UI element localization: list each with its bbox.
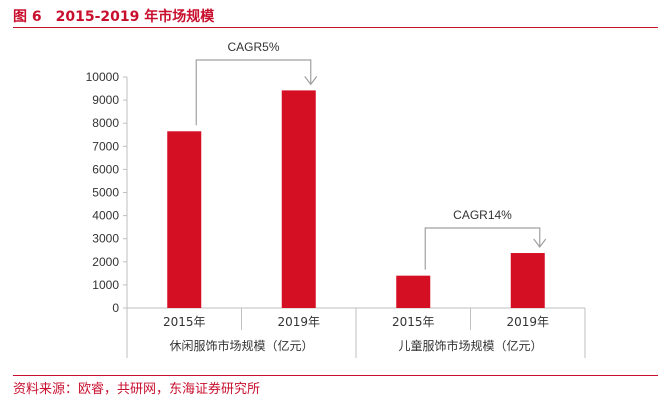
cagr-label: CAGR14% bbox=[453, 208, 512, 222]
source-rule bbox=[13, 375, 658, 376]
x-tick-label: 2019年 bbox=[277, 315, 320, 329]
arrow-head-icon bbox=[304, 76, 318, 86]
y-tick-label: 1000 bbox=[92, 278, 119, 292]
y-tick-label: 0 bbox=[112, 301, 119, 315]
y-tick-label: 5000 bbox=[92, 186, 119, 200]
bar bbox=[510, 253, 545, 308]
group-label: 休闲服饰市场规模（亿元） bbox=[169, 338, 313, 353]
y-tick-label: 9000 bbox=[92, 93, 119, 107]
bar bbox=[396, 275, 431, 308]
bar bbox=[167, 131, 202, 308]
y-tick-label: 10000 bbox=[86, 70, 120, 84]
cagr-bracket bbox=[195, 59, 312, 126]
y-tick-label: 8000 bbox=[92, 116, 119, 130]
cagr-bracket bbox=[424, 227, 541, 270]
x-tick-label: 2015年 bbox=[392, 315, 435, 329]
y-tick-label: 7000 bbox=[92, 139, 119, 153]
figure-number: 图 6 bbox=[13, 9, 42, 25]
group-label: 儿童服饰市场规模（亿元） bbox=[398, 338, 542, 353]
y-tick-label: 4000 bbox=[92, 209, 119, 223]
title-rule bbox=[13, 27, 658, 28]
y-tick-label: 6000 bbox=[92, 162, 119, 176]
source-note: 资料来源：欧睿，共研网，东海证券研究所 bbox=[13, 382, 261, 397]
y-tick-label: 3000 bbox=[92, 232, 119, 246]
arrow-head-icon bbox=[533, 238, 547, 249]
figure-title: 图 6 2015-2019 年市场规模 bbox=[13, 6, 214, 26]
figure-title-text: 2015-2019 年市场规模 bbox=[55, 9, 215, 25]
x-tick-label: 2015年 bbox=[163, 315, 206, 329]
cagr-label: CAGR5% bbox=[227, 40, 279, 54]
y-tick-label: 2000 bbox=[92, 255, 119, 269]
bar bbox=[281, 90, 316, 308]
x-tick-label: 2019年 bbox=[506, 315, 549, 329]
